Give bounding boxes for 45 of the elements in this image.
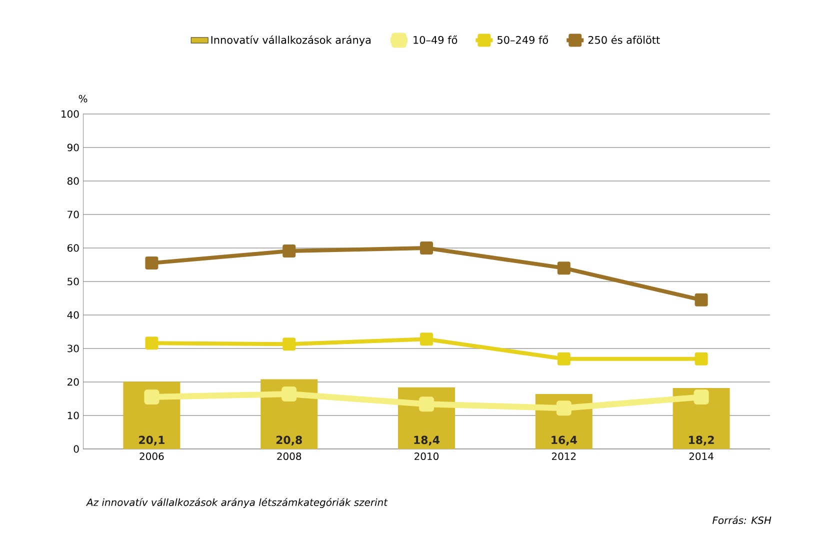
point — [694, 293, 708, 306]
data-label: 20,8 — [276, 436, 302, 446]
x-tick-label: 2010 — [414, 452, 439, 460]
legend-label: 250 és afölött — [588, 35, 660, 44]
point — [282, 338, 296, 351]
x-tick-label: 2014 — [689, 452, 714, 460]
y-tick-label: 40 — [67, 311, 79, 319]
y-tick-label: 50 — [68, 278, 79, 286]
point — [557, 352, 570, 366]
point — [420, 332, 434, 346]
y-tick-label: 0 — [74, 445, 79, 453]
point — [282, 244, 296, 258]
data-label: 18,4 — [414, 436, 440, 446]
y-tick-label: 90 — [67, 144, 79, 152]
point — [144, 390, 160, 405]
y-tick-label: 10 — [68, 412, 79, 420]
y-tick-label: 100 — [62, 110, 79, 118]
x-tick-label: 2012 — [552, 452, 576, 460]
point — [556, 400, 572, 416]
legend-label: 50–249 fő — [498, 35, 548, 44]
y-axis-title: % — [78, 94, 88, 102]
bar — [123, 382, 180, 449]
text: Az innovatív vállalkozások aránya létszámkategóriák szerint — [86, 498, 388, 508]
point — [145, 336, 158, 350]
x-tick-label: 2008 — [277, 452, 302, 460]
x-tick-label: 2006 — [140, 452, 164, 460]
legend-label: Innovatív vállalkozások aránya — [211, 35, 371, 46]
y-tick-label: 60 — [68, 244, 79, 252]
y-tick-label: 20 — [68, 378, 79, 386]
bar — [672, 388, 730, 449]
y-tick-label: 30 — [68, 344, 79, 352]
point — [419, 396, 434, 412]
data-label: 18,2 — [689, 436, 714, 446]
point — [145, 256, 158, 270]
point — [694, 352, 708, 366]
data-label: 20,1 — [139, 436, 164, 446]
y-tick-label: 80 — [67, 177, 79, 185]
text: Forrás: KSH — [712, 516, 772, 524]
data-label: 16,4 — [552, 436, 577, 446]
legend-label: 10–49 fő — [414, 35, 458, 44]
point — [420, 241, 434, 254]
point — [282, 386, 297, 402]
point — [694, 390, 709, 405]
y-tick-label: 70 — [68, 210, 79, 218]
point — [557, 262, 570, 275]
